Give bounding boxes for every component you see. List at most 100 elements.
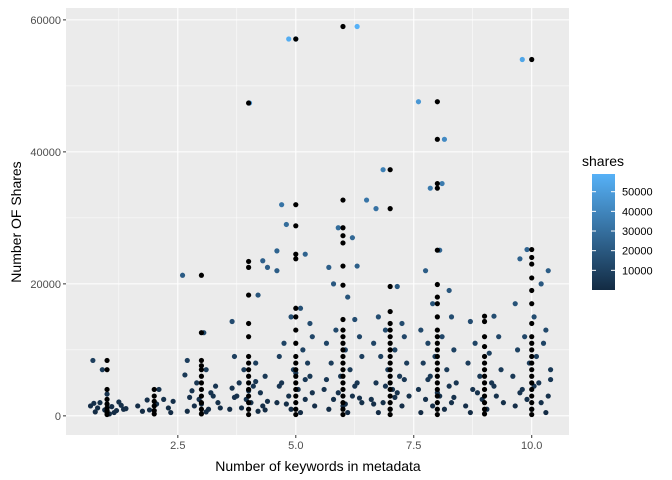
data-point [349,393,356,399]
raw-data-point [246,353,252,360]
data-point [477,373,483,379]
raw-data-point [434,400,440,406]
data-point [401,376,407,383]
data-point [104,391,110,397]
raw-data-point [340,411,346,418]
data-point [453,380,459,386]
raw-data-point [481,334,488,340]
data-point [493,393,499,399]
data-point [349,235,356,241]
data-point [300,347,306,353]
data-point [441,136,448,142]
data-point [500,400,507,406]
raw-data-point [481,343,488,350]
data-point [422,268,429,274]
raw-data-point [293,367,299,373]
data-point [264,264,271,270]
legend-title: shares [582,153,624,169]
data-point [399,403,405,409]
data-point [264,398,271,404]
raw-data-point [387,386,393,393]
data-point [543,409,549,416]
y-tick-label: 0 [55,411,61,423]
data-point [371,401,377,407]
data-point [425,376,431,383]
y-tick-label: 20000 [30,279,61,291]
data-point [302,396,308,402]
data-point [330,281,337,287]
raw-data-point [246,406,252,412]
data-point [279,202,285,208]
raw-data-point [340,334,346,340]
raw-data-point [434,314,440,320]
raw-data-point [293,353,299,360]
data-point [496,334,502,340]
data-point [309,390,315,396]
raw-data-point [340,406,346,412]
data-point [470,386,476,393]
raw-data-point [434,367,440,373]
data-point [538,400,544,406]
data-point [354,263,360,269]
data-point [368,396,374,402]
y-tick-label: 60000 [30,15,61,27]
raw-data-point [246,393,252,399]
data-point [215,400,221,406]
raw-data-point [387,340,393,346]
data-point [297,305,304,311]
data-point [321,386,327,393]
raw-data-point [293,386,299,393]
data-point [274,268,280,274]
legend-label: 30000 [622,226,653,238]
raw-data-point [434,294,440,300]
data-point [286,393,292,399]
data-point [146,407,153,413]
raw-data-point [246,264,252,270]
raw-data-point [293,223,299,229]
data-point [538,281,544,287]
raw-data-point [340,327,346,333]
data-point [474,390,481,396]
raw-data-point [481,411,488,417]
data-point [323,340,330,346]
data-point [463,403,469,409]
raw-data-point [340,393,346,399]
raw-data-point [104,357,110,364]
data-point [517,256,523,262]
data-point [307,320,313,327]
data-point [512,301,518,307]
x-axis-title: Number of keywords in metadata [215,458,421,474]
data-point [448,400,455,406]
data-point [210,393,216,399]
raw-data-point [198,411,205,417]
data-point [486,350,492,356]
raw-data-point [387,334,393,340]
raw-data-point [246,400,252,406]
raw-data-point [529,320,535,327]
data-point [430,301,436,307]
data-point [446,287,452,294]
data-point [439,180,445,187]
data-point [533,353,540,360]
data-point [491,383,497,389]
raw-data-point [340,386,346,393]
data-point [161,396,167,402]
legend-colorbar [592,174,615,290]
data-point [430,403,436,409]
raw-data-point [340,197,346,203]
data-point [491,313,497,319]
raw-data-point [340,23,346,30]
data-point [302,376,308,383]
raw-data-point [434,353,440,360]
data-point [212,383,219,389]
raw-data-point [387,320,393,327]
data-point [312,403,318,409]
data-point [425,340,431,346]
raw-data-point [340,233,346,239]
raw-data-point [293,400,299,406]
raw-data-point [387,360,393,366]
data-point [380,400,386,406]
data-point [427,185,433,191]
raw-data-point [340,263,346,269]
data-point [394,390,400,396]
